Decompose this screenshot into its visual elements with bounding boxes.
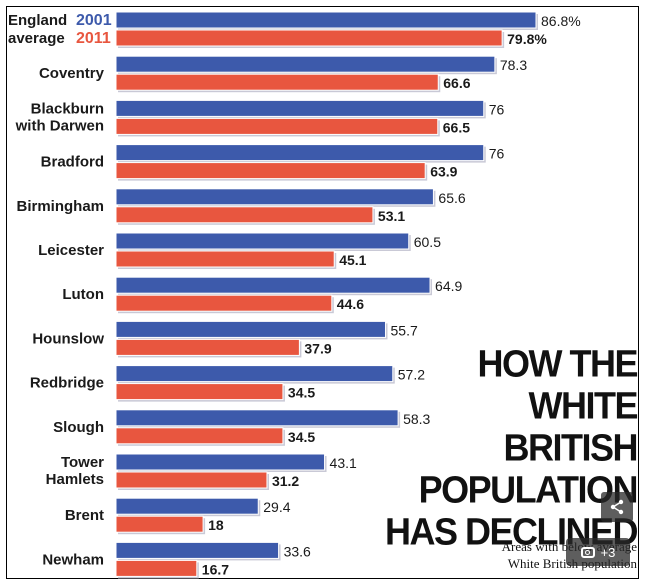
bar-2001 xyxy=(115,99,485,117)
bar-2011 xyxy=(115,471,268,489)
category-label: Blackburn xyxy=(31,100,104,117)
bar-2011 xyxy=(115,250,335,268)
headline-line: BRITISH xyxy=(503,425,639,469)
data-label-2001: 65.6 xyxy=(438,190,465,206)
legend-entry-2011: 2011 xyxy=(76,30,111,47)
category-label: Luton xyxy=(62,286,104,303)
headline-line: HOW THE xyxy=(477,341,639,385)
bar-2011 xyxy=(115,117,439,135)
headline-line: POPULATION xyxy=(418,467,639,511)
chart-headline: HOW THE WHITE BRITISH POPULATION HAS DEC… xyxy=(377,341,639,553)
data-label-2011: 66.6 xyxy=(443,75,470,91)
bar-2001 xyxy=(115,55,496,73)
bar-2011 xyxy=(115,383,284,401)
bar-2001 xyxy=(115,497,259,515)
category-label: with Darwen xyxy=(15,117,104,134)
legend-label: England xyxy=(8,12,67,29)
data-label-2001: 86.8% xyxy=(541,13,581,29)
legend-entry-2001: 2001 xyxy=(76,12,112,29)
data-label-2011: 34.5 xyxy=(288,429,315,445)
data-label-2011: 16.7 xyxy=(202,561,229,577)
bar-2011 xyxy=(115,559,198,577)
data-label-2001: 43.1 xyxy=(330,455,357,471)
category-label: Leicester xyxy=(38,242,104,259)
data-label-2011: 45.1 xyxy=(339,252,366,268)
gallery-count: +3 xyxy=(600,544,616,560)
data-label-2001: 55.7 xyxy=(391,322,418,338)
data-label-2001: 64.9 xyxy=(435,278,462,294)
data-label-2001: 76 xyxy=(489,101,505,117)
bar-2001 xyxy=(115,232,410,250)
data-label-2011: 37.9 xyxy=(304,340,331,356)
bar-2001 xyxy=(115,320,387,338)
data-label-2011: 63.9 xyxy=(430,164,457,180)
camera-icon xyxy=(580,546,595,558)
data-label-2001: 33.6 xyxy=(284,543,311,559)
category-label: Hamlets xyxy=(46,471,104,488)
data-label-2001: 58.3 xyxy=(403,411,430,427)
bar-2001 xyxy=(115,541,280,559)
gallery-button[interactable]: +3 xyxy=(566,538,630,566)
bar-2001 xyxy=(115,409,399,427)
category-label: Brent xyxy=(65,507,104,524)
category-label: Newham xyxy=(42,551,104,568)
legend-label: average xyxy=(8,30,65,47)
data-label-2011: 34.5 xyxy=(288,385,315,401)
category-label: Hounslow xyxy=(32,330,104,347)
bar-2011 xyxy=(115,427,284,445)
data-label-2001: 29.4 xyxy=(263,499,290,515)
bar-2011 xyxy=(115,29,503,47)
data-label-2011: 44.6 xyxy=(337,296,364,312)
bar-2011 xyxy=(115,515,204,533)
bar-2001 xyxy=(115,188,434,206)
data-label-2011: 66.5 xyxy=(443,119,470,135)
bar-2011 xyxy=(115,294,333,312)
data-label-2001: 76 xyxy=(489,146,505,162)
bar-2011 xyxy=(115,206,374,224)
category-label: Redbridge xyxy=(30,375,104,392)
headline-line: WHITE xyxy=(528,383,639,427)
data-label-2001: 60.5 xyxy=(414,234,441,250)
category-label: Tower xyxy=(61,454,104,471)
category-label: Slough xyxy=(53,419,104,436)
bar-2011 xyxy=(115,73,439,91)
category-label: Birmingham xyxy=(16,198,104,215)
data-label-2011: 31.2 xyxy=(272,473,299,489)
share-icon xyxy=(610,499,624,515)
data-label-2011: 79.8% xyxy=(507,31,547,47)
bar-2001 xyxy=(115,276,431,294)
data-label-2001: 78.3 xyxy=(500,57,527,73)
data-label-2011: 53.1 xyxy=(378,208,405,224)
bar-2001 xyxy=(115,144,485,162)
share-button[interactable] xyxy=(601,492,633,522)
bar-2001 xyxy=(115,365,394,383)
bar-2001 xyxy=(115,11,537,29)
category-label: Bradford xyxy=(41,154,104,171)
data-label-2011: 18 xyxy=(208,517,224,533)
bar-2011 xyxy=(115,338,300,356)
bar-2011 xyxy=(115,162,426,180)
category-label: Coventry xyxy=(39,65,105,82)
bar-2001 xyxy=(115,453,326,471)
data-label-2001: 57.2 xyxy=(398,367,425,383)
